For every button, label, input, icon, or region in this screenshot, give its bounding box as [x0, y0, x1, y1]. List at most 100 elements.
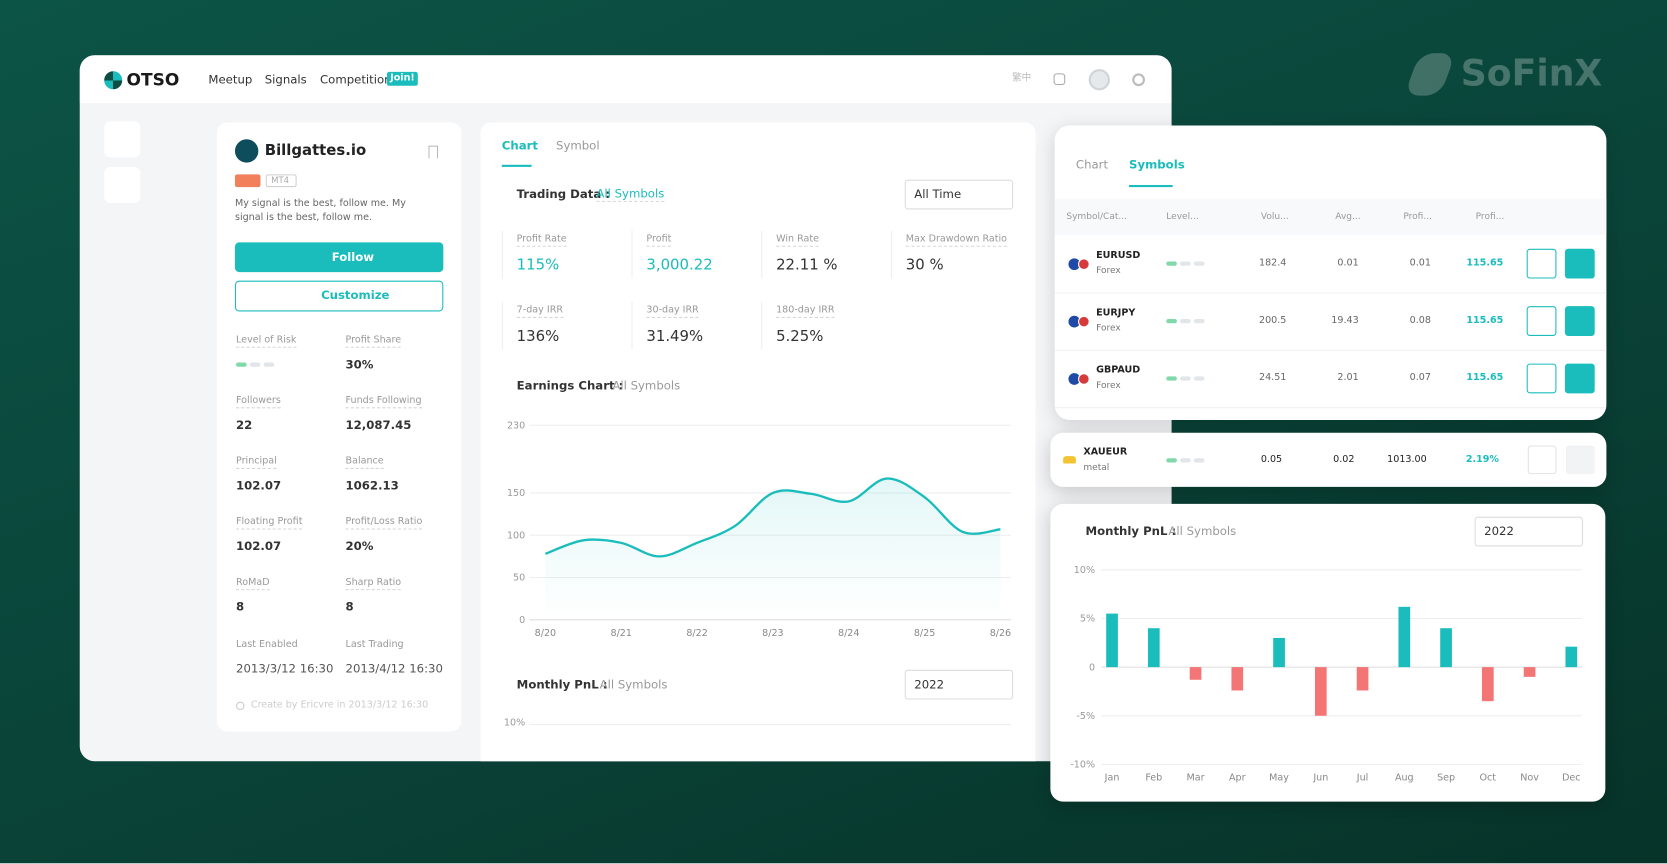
metric-value: 3,000.22 [646, 256, 713, 274]
column-header[interactable]: Profi... [1403, 211, 1432, 223]
settings-icon[interactable] [1132, 73, 1146, 87]
stat-label: Sharp Ratio [345, 577, 402, 590]
stat-label: Level of Risk [236, 334, 297, 348]
language-switch[interactable]: 繁中 [1012, 72, 1032, 84]
add-button[interactable] [1526, 363, 1557, 394]
clock-icon [236, 701, 245, 711]
metric-label: Max Drawdown Ratio [905, 233, 1008, 247]
follow-button[interactable] [234, 242, 444, 273]
year-value[interactable]: 2022 [1484, 524, 1514, 539]
column-header[interactable]: Volu... [1260, 211, 1289, 223]
pnl-card [1050, 503, 1606, 802]
stat-label: Floating Profit [236, 516, 303, 530]
period-value[interactable]: All Time [914, 187, 962, 202]
back-button[interactable] [104, 121, 141, 158]
stat-label: Profit Share [345, 334, 402, 348]
stat-label: Balance [345, 456, 384, 469]
symbol-filter: All Symbols [599, 677, 668, 692]
x-tick-label: Dec [1562, 772, 1580, 783]
notification-icon[interactable] [1053, 73, 1066, 86]
bookmark-icon[interactable] [428, 145, 439, 159]
nav-link[interactable]: Signals [264, 72, 307, 87]
metal-icon [1063, 456, 1076, 464]
add-button[interactable] [1566, 445, 1595, 475]
avatar-icon[interactable] [1088, 69, 1110, 91]
x-tick-label: Jun [1312, 772, 1328, 783]
x-tick-label: 8/21 [611, 628, 632, 639]
metric-divider [890, 230, 892, 279]
stat-value: 8 [345, 600, 354, 614]
customize-label[interactable]: Customize [321, 288, 390, 303]
symbol-filter[interactable]: All Symbols [596, 187, 665, 203]
tab[interactable]: Symbol [556, 138, 600, 153]
column-header[interactable]: Symbol/Cat... [1066, 211, 1128, 223]
grid-line [529, 723, 1012, 726]
metric-label: 30-day IRR [646, 305, 699, 318]
cell-value: 115.65 [1466, 372, 1504, 384]
bar [1523, 667, 1536, 677]
section-title: Monthly PnL : [1085, 524, 1177, 539]
x-tick-label: Feb [1145, 772, 1162, 783]
tab-underline [1129, 184, 1173, 188]
copy-button[interactable] [1564, 363, 1595, 394]
tab-underline [501, 164, 532, 167]
join-badge[interactable]: Join! [386, 71, 418, 86]
y-tick-label: 50 [513, 573, 525, 584]
column-header[interactable]: Avg... [1335, 211, 1361, 223]
grid-button[interactable] [104, 166, 141, 204]
y-tick-label: 0 [1089, 662, 1095, 673]
column-header[interactable]: Profi... [1475, 211, 1505, 223]
stat-label: Last Enabled [236, 639, 298, 651]
copy-button[interactable] [1564, 306, 1595, 336]
trend-button[interactable] [1527, 445, 1557, 475]
cell-value: 24.51 [1259, 372, 1287, 384]
metric-value: 31.49% [646, 328, 704, 346]
mm-tag [234, 174, 261, 188]
x-tick-label: Jul [1356, 772, 1369, 783]
nav-link[interactable]: Competition [320, 72, 392, 87]
symbol-filter: All Symbols [1168, 524, 1237, 539]
cell-value: 0.02 [1333, 454, 1355, 466]
year-value[interactable]: 2022 [914, 677, 945, 692]
add-button[interactable] [1526, 248, 1557, 279]
symbol-name: EURJPY [1096, 307, 1136, 319]
tab[interactable]: Chart [501, 138, 538, 153]
section-title: Earnings Chart : [516, 378, 624, 393]
bar [1481, 667, 1494, 702]
x-tick-label: 8/20 [535, 628, 556, 639]
bar [1273, 637, 1285, 668]
profile-card [216, 122, 462, 732]
cell-value: 2.19% [1465, 454, 1500, 466]
x-tick-label: Mar [1187, 772, 1205, 783]
stat-value: 2013/4/12 16:30 [345, 661, 443, 676]
year-dropdown[interactable] [904, 669, 1014, 700]
period-dropdown[interactable] [904, 179, 1014, 210]
tab[interactable]: Symbols [1129, 157, 1185, 172]
follow-label[interactable]: Follow [331, 250, 375, 265]
cell-value: 2.01 [1337, 372, 1359, 384]
stat-label: Profit/Loss Ratio [345, 516, 423, 530]
customize-button[interactable] [234, 280, 444, 312]
copy-button[interactable] [1564, 248, 1595, 279]
add-button[interactable] [1526, 306, 1557, 336]
metric-divider [501, 301, 503, 350]
pnl-year-dropdown[interactable] [1474, 516, 1584, 547]
flag [1078, 258, 1090, 271]
logo-text: OTSO [126, 69, 180, 90]
column-header[interactable]: Level... [1166, 211, 1199, 223]
bar [1147, 628, 1160, 668]
symbol-name: EURUSD [1096, 250, 1141, 262]
risk-bar [236, 362, 247, 367]
table-header [1054, 198, 1607, 235]
symbol-category: Forex [1096, 323, 1121, 334]
y-tick-label: 100 [507, 530, 525, 541]
x-tick-label: Jan [1104, 772, 1120, 783]
risk-bar [1180, 318, 1191, 324]
metric-value: 136% [516, 328, 560, 346]
tab[interactable]: Chart [1075, 157, 1109, 172]
nav-link[interactable]: Meetup [208, 72, 253, 87]
y-tick-label: 0 [519, 615, 525, 626]
x-tick-label: 8/24 [838, 628, 859, 639]
created-note: Create by Ericvre in 2013/3/12 16:30 [250, 700, 429, 711]
